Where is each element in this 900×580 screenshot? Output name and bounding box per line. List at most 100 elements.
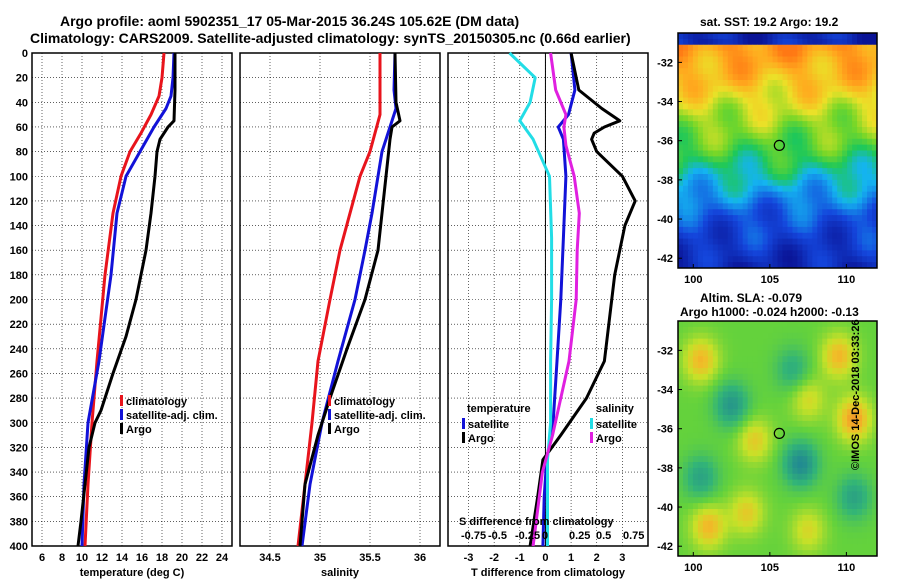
map-cell — [687, 150, 694, 157]
map-cell — [842, 115, 848, 122]
map-cell — [697, 221, 704, 228]
map-cell — [767, 438, 773, 445]
map-cell — [712, 191, 719, 198]
map-cell — [862, 38, 868, 46]
map-cell — [827, 250, 833, 257]
map-cell — [837, 520, 843, 528]
map-cell — [817, 50, 823, 57]
map-cell — [678, 332, 684, 340]
map-cell — [802, 121, 808, 128]
map-cell — [692, 409, 699, 416]
map-cell — [842, 497, 848, 504]
map-cell — [712, 473, 719, 481]
map-cell — [707, 80, 714, 87]
map-cell — [687, 80, 694, 87]
map-cell — [712, 250, 719, 257]
map-cell — [852, 503, 858, 510]
map-cell — [782, 497, 788, 504]
map-cell — [797, 344, 803, 351]
legend-label: satellite — [596, 419, 637, 431]
map-cell — [772, 409, 778, 416]
map-cell — [712, 532, 719, 539]
map-cell — [742, 538, 749, 545]
map-cell — [687, 127, 694, 134]
map-cell — [782, 215, 788, 222]
map-cell — [787, 403, 793, 410]
map-frame — [677, 320, 878, 557]
map-cell — [772, 544, 778, 551]
map-cell — [822, 109, 828, 116]
map-cell — [867, 444, 873, 451]
map-cell — [812, 344, 818, 351]
map-cell — [802, 44, 808, 52]
map-cell — [852, 426, 858, 434]
map-cell — [787, 373, 793, 381]
map-cell — [857, 503, 863, 510]
map-cell — [822, 379, 828, 387]
map-cell — [787, 44, 793, 52]
map-cell — [687, 91, 694, 99]
map-cell — [872, 438, 878, 445]
map-cell — [722, 397, 729, 404]
map-cell — [757, 462, 763, 469]
map-cell — [737, 415, 744, 422]
map-cell — [757, 50, 763, 57]
map-cell — [732, 209, 739, 216]
map-cell — [832, 467, 838, 475]
map-cell — [847, 127, 853, 134]
map-cell — [682, 168, 689, 175]
map-cell — [682, 80, 689, 87]
map-cell — [777, 68, 783, 75]
map-cell — [847, 232, 853, 240]
map-cell — [742, 62, 749, 69]
map-cell — [678, 479, 684, 486]
map-cell — [727, 350, 734, 357]
map-cell — [842, 174, 848, 181]
map-cell — [852, 144, 858, 151]
map-cell — [697, 356, 704, 363]
map-cell — [837, 144, 843, 151]
map-cell — [732, 132, 739, 140]
map-cell — [862, 91, 868, 99]
map-cell — [742, 550, 749, 557]
map-cell — [797, 215, 803, 222]
s-diff-tick-label: 0.5 — [596, 530, 611, 542]
map-cell — [862, 450, 868, 457]
map-cell — [777, 262, 783, 269]
map-cell — [852, 150, 858, 157]
map-cell — [792, 33, 798, 40]
map-cell — [752, 379, 759, 387]
map-cell — [737, 332, 744, 340]
map-cell — [752, 368, 759, 375]
map-cell — [807, 68, 813, 75]
map-cell — [752, 485, 759, 492]
map-cell — [807, 326, 813, 334]
map-cell — [872, 397, 878, 404]
map-cell — [727, 450, 734, 457]
map-cell — [727, 379, 734, 387]
map-cell — [678, 473, 684, 481]
map-cell — [777, 250, 783, 257]
map-cell — [722, 226, 729, 234]
map-cell — [867, 497, 873, 504]
map-cell — [797, 332, 803, 340]
map-cell — [742, 68, 749, 75]
map-cell — [777, 356, 783, 363]
map-cell — [767, 379, 773, 387]
map-cell — [852, 250, 858, 257]
map-cell — [852, 403, 858, 410]
map-cell — [682, 262, 689, 269]
map-cell — [717, 115, 724, 122]
map-cell — [832, 526, 838, 533]
map-cell — [702, 456, 709, 463]
map-cell — [832, 497, 838, 504]
map-cell — [782, 238, 788, 245]
map-cell — [757, 68, 763, 75]
map-cell — [842, 321, 848, 328]
map-cell — [847, 438, 853, 445]
map-cell — [797, 532, 803, 539]
map-cell — [817, 197, 823, 204]
map-cell — [702, 209, 709, 216]
map-cell — [712, 80, 719, 87]
map-cell — [827, 532, 833, 539]
